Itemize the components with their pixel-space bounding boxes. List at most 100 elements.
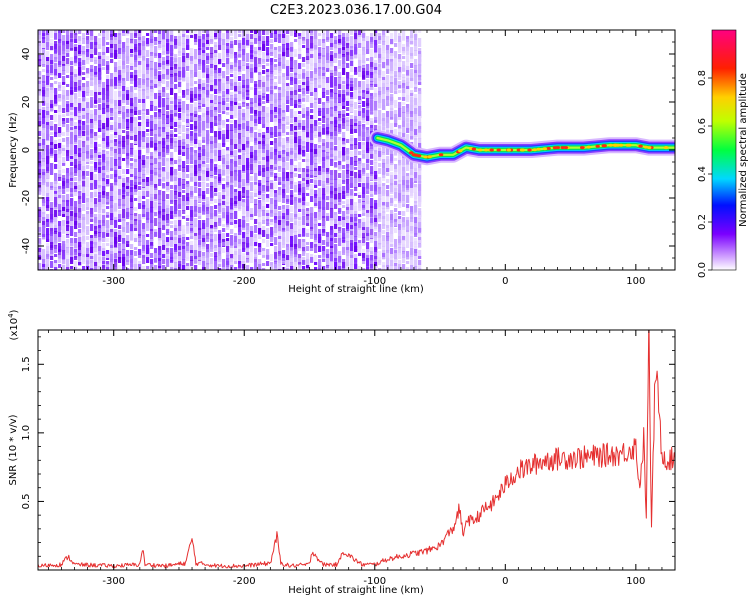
spectrogram-noise-cell [158,34,162,41]
spectrogram-noise-cell [338,151,342,158]
spectrogram-noise-cell [70,156,74,159]
spectrogram-noise-cell [366,188,370,191]
spectrogram-noise-cell [354,93,358,98]
spectrogram-noise-cell [78,191,82,199]
spectrogram-noise-cell [298,80,302,84]
spectrogram-noise-cell [66,194,70,202]
spectrogram-noise-cell [210,258,214,269]
spectrogram-noise-cell [294,268,298,270]
spectrogram-noise-cell [194,171,198,174]
spectrogram-noise-cell [198,134,202,137]
spectrogram-noise-cell [310,242,314,248]
spectrogram-noise-cell [162,127,166,134]
spectrogram-noise-cell [206,139,210,144]
spectrogram-noise-cell [222,105,226,114]
spectrogram-noise-cell [390,214,394,223]
spectrogram-noise-cell [122,146,126,149]
spectrogram-noise-cell [174,185,178,192]
spectrogram-noise-cell [46,51,50,57]
spectrogram-noise-cell [302,45,306,48]
spectrogram-noise-cell [70,257,74,264]
spectrogram-noise-cell [158,44,162,50]
spectrogram-noise-cell [162,265,166,270]
spectrogram-noise-cell [342,268,346,270]
spectrogram-noise-cell [234,144,238,149]
spectrogram-noise-cell [102,88,106,95]
spectrogram-noise-cell [106,161,110,172]
spectrogram-noise-cell [102,181,106,186]
spectrogram-noise-cell [310,30,314,35]
spectrogram-noise-cell [150,129,154,136]
spectrogram-noise-cell [106,254,110,258]
spectrogram-noise-cell [206,218,210,229]
spectrogram-noise-cell [350,78,354,83]
spectrogram-noise-cell [350,225,354,229]
spectrogram-noise-cell [186,218,190,221]
spectrogram-noise-cell [38,59,42,66]
spectrogram-noise-cell [98,240,102,251]
spectrogram-noise-cell [150,46,154,54]
spectrogram-noise-cell [406,61,410,70]
spectrogram-noise-cell [190,124,194,130]
spectrogram-noise-cell [346,113,350,116]
spectrogram-noise-cell [246,196,250,199]
spectrogram-noise-cell [154,184,158,190]
spectrogram-noise-cell [78,223,82,228]
spectrogram-noise-cell [58,198,62,208]
spectrogram-noise-cell [338,77,342,84]
spectrogram-noise-cell [242,256,246,262]
spectrogram-noise-cell [370,67,374,75]
spectrogram-noise-cell [70,221,74,228]
spectrogram-noise-cell [398,117,402,120]
spectrogram-noise-cell [170,206,174,214]
spectrogram-noise-cell [166,229,170,233]
spectrogram-noise-cell [62,190,66,194]
spectrogram-noise-cell [410,188,414,196]
spectrogram-noise-cell [178,204,182,209]
spectrogram-noise-cell [206,177,210,181]
spectrogram-noise-cell [234,267,238,270]
spectrogram-noise-cell [82,38,86,44]
spectrogram-noise-cell [110,245,114,248]
spectrogram-noise-cell [142,201,146,207]
spectrogram-noise-cell [222,170,226,175]
spectrogram-noise-cell [202,140,206,143]
spectrogram-noise-cell [326,135,330,140]
spectrogram-noise-cell [374,247,378,253]
spectrogram-noise-cell [110,113,114,118]
spectrogram-noise-cell [342,240,346,243]
spectrogram-noise-cell [290,200,294,204]
spectrogram-noise-cell [58,174,62,178]
spectrogram-noise-cell [406,164,410,171]
spectrogram-noise-cell [98,33,102,36]
spectrogram-noise-cell [250,137,254,142]
spectrogram-noise-cell [342,68,346,75]
spectrogram-noise-cell [242,136,246,141]
spectrogram-noise-cell [270,49,274,54]
spectrogram-noise-cell [382,183,386,186]
spectrogram-noise-cell [94,72,98,77]
spectrogram-noise-cell [274,155,278,162]
spectrogram-noise-cell [126,113,130,123]
spectrogram-noise-cell [246,97,250,100]
spectrogram-noise-cell [182,161,186,168]
spectrogram-noise-cell [294,137,298,147]
spectrogram-noise-cell [266,100,270,103]
spectrogram-noise-cell [70,107,74,115]
spectrogram-noise-cell [330,101,334,107]
spectrogram-noise-cell [298,217,302,220]
spectrogram-noise-cell [58,109,62,120]
spectrogram-noise-cell [138,249,142,255]
spectrogram-noise-cell [98,92,102,95]
spectrogram-noise-cell [130,92,134,98]
spectrogram-noise-cell [346,210,350,216]
spectrogram-noise-cell [354,116,358,121]
spectrogram-noise-cell [262,268,266,270]
spectrogram-noise-cell [310,109,314,113]
spectrogram-noise-cell [314,120,318,126]
spectrogram-noise-cell [62,50,66,57]
spectrogram-noise-cell [350,251,354,258]
spectrogram-noise-cell [302,251,306,256]
spectrogram-noise-cell [386,179,390,183]
spectrogram-noise-cell [38,137,42,145]
